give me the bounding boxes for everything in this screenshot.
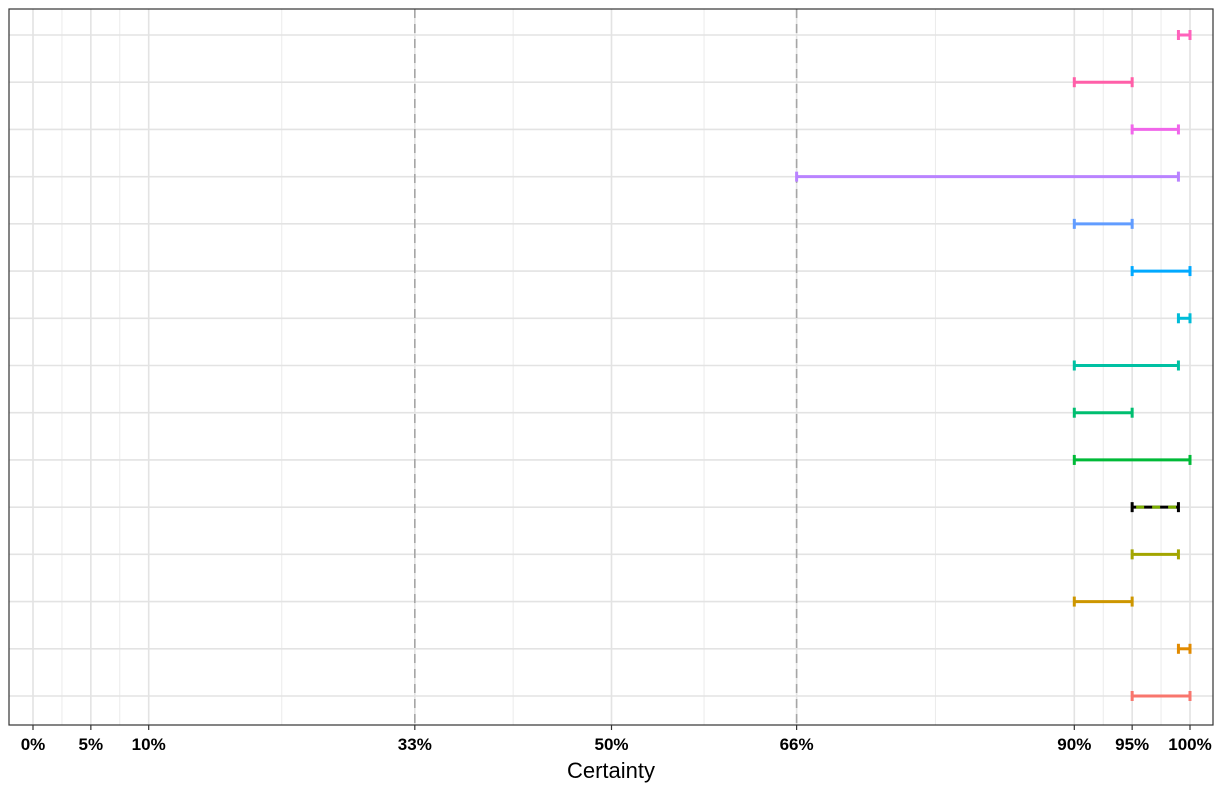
range-bar bbox=[1130, 124, 1180, 135]
range-bar bbox=[1072, 218, 1134, 229]
range-bar bbox=[1072, 596, 1134, 607]
range-bar bbox=[1130, 691, 1192, 701]
range-bar bbox=[1130, 549, 1180, 560]
x-axis-title: Certainty bbox=[567, 758, 655, 783]
x-tick-label: 33% bbox=[398, 735, 432, 754]
range-bar bbox=[1072, 77, 1134, 88]
range-bar bbox=[1072, 407, 1134, 418]
x-tick-label: 100% bbox=[1168, 735, 1211, 754]
range-bar bbox=[1072, 360, 1180, 371]
x-axis-ticks: 0% 5% 10% 33% 50% 66% 90% 95% 100% bbox=[21, 725, 1212, 754]
x-tick-label: 10% bbox=[132, 735, 166, 754]
x-tick-label: 95% bbox=[1115, 735, 1149, 754]
range-bar bbox=[1176, 313, 1192, 324]
gridlines bbox=[9, 9, 1213, 725]
x-tick-label: 5% bbox=[79, 735, 104, 754]
x-tick-label: 66% bbox=[780, 735, 814, 754]
x-tick-label: 50% bbox=[594, 735, 628, 754]
range-bar bbox=[1130, 266, 1192, 277]
range-bar bbox=[795, 171, 1180, 182]
range-bar bbox=[1176, 643, 1192, 654]
range-bar bbox=[1176, 30, 1192, 40]
range-bar bbox=[1130, 502, 1180, 513]
reference-lines bbox=[414, 9, 798, 725]
x-tick-label: 0% bbox=[21, 735, 46, 754]
x-tick-label: 90% bbox=[1057, 735, 1091, 754]
range-bars bbox=[795, 30, 1192, 701]
range-bar bbox=[1072, 454, 1192, 465]
